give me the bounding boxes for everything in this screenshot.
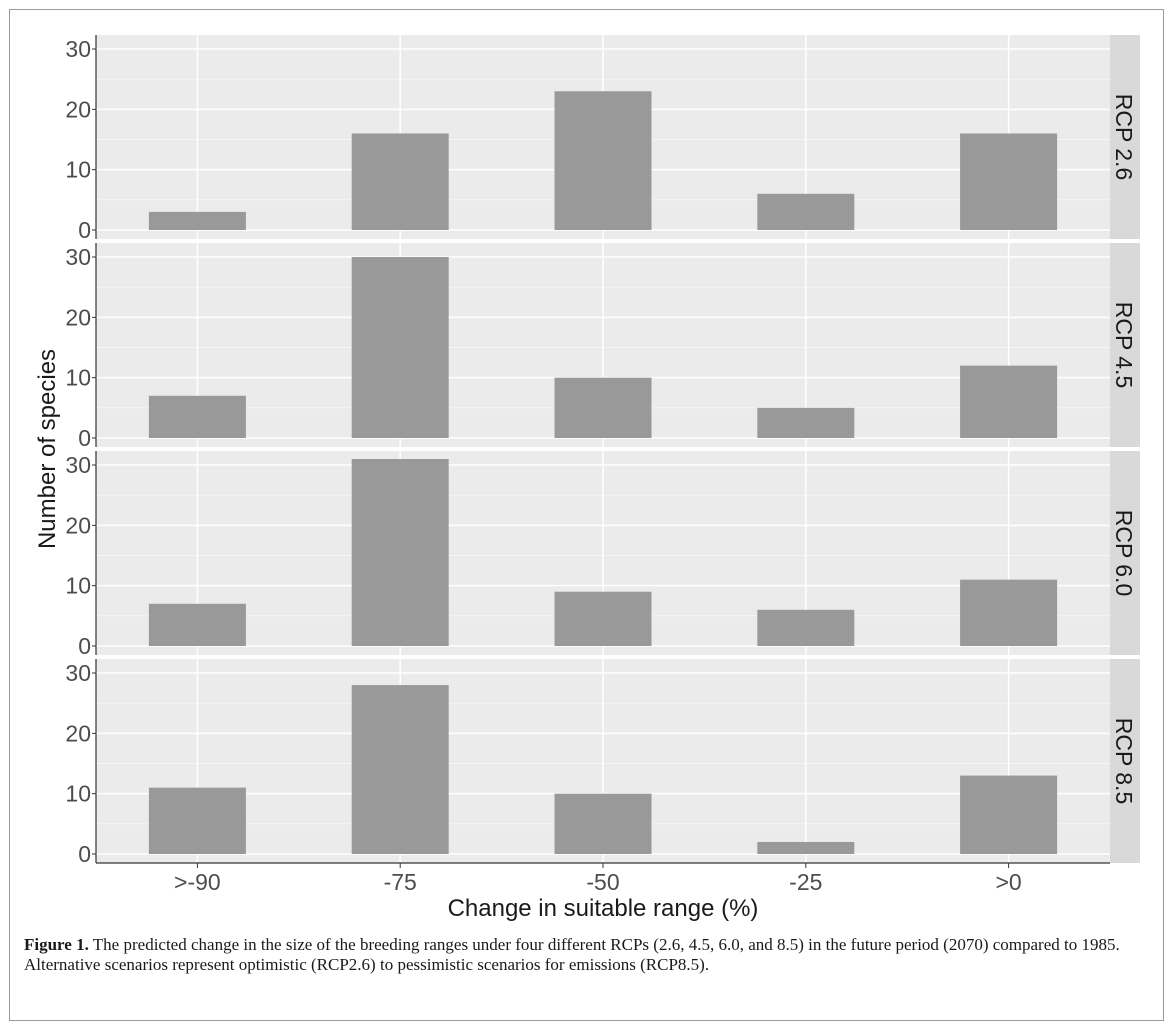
bar xyxy=(351,133,449,230)
bar xyxy=(757,609,855,646)
y-tick-label: 0 xyxy=(78,841,91,867)
y-tick-label: 0 xyxy=(78,633,91,659)
caption-text: The predicted change in the size of the … xyxy=(24,935,1120,974)
figure-frame xyxy=(9,9,1164,1021)
bar xyxy=(148,395,246,438)
facet-label: RCP 4.5 xyxy=(1111,302,1137,389)
bar xyxy=(960,365,1058,438)
bar xyxy=(960,775,1058,854)
facet-strip xyxy=(1110,659,1140,863)
faceted-bar-chart: 0 10 20 30 RCP 2.6 0 10 20 30 RCP 4.5 0 10 20 30 RCP 6… xyxy=(34,35,1140,922)
bar xyxy=(757,841,855,854)
bar xyxy=(960,133,1058,230)
y-tick-label: 30 xyxy=(65,452,91,478)
x-tick-label: >0 xyxy=(995,869,1021,895)
bar xyxy=(554,591,652,646)
bar xyxy=(554,91,652,231)
bar xyxy=(148,603,246,646)
y-tick-label: 30 xyxy=(65,244,91,270)
facet-label: RCP 6.0 xyxy=(1111,510,1137,597)
y-tick-label: 10 xyxy=(65,781,91,807)
facet-strip xyxy=(1110,451,1140,655)
y-tick-label: 0 xyxy=(78,217,91,243)
bar xyxy=(554,377,652,438)
figure-caption: Figure 1. The predicted change in the si… xyxy=(24,935,1134,975)
x-tick-label: -50 xyxy=(586,869,619,895)
facet-strip xyxy=(1110,35,1140,239)
caption-label: Figure 1. xyxy=(24,935,89,954)
x-tick-label: -75 xyxy=(384,869,417,895)
bar xyxy=(148,787,246,854)
bar xyxy=(351,685,449,854)
y-tick-label: 10 xyxy=(65,365,91,391)
facet-strip xyxy=(1110,243,1140,447)
y-tick-label: 20 xyxy=(65,720,91,746)
y-tick-label: 10 xyxy=(65,573,91,599)
y-tick-label: 0 xyxy=(78,425,91,451)
bar xyxy=(757,407,855,438)
x-axis-title: Change in suitable range (%) xyxy=(448,895,759,922)
bar xyxy=(351,459,449,646)
y-tick-label: 30 xyxy=(65,660,91,686)
y-axis-title: Number of species xyxy=(34,349,61,549)
bar xyxy=(757,193,855,230)
facet-label: RCP 2.6 xyxy=(1111,94,1137,181)
facet-label: RCP 8.5 xyxy=(1111,718,1137,805)
y-tick-label: 30 xyxy=(65,36,91,62)
y-tick-label: 20 xyxy=(65,304,91,330)
x-tick-label: >-90 xyxy=(174,869,221,895)
y-tick-label: 20 xyxy=(65,96,91,122)
x-tick-label: -25 xyxy=(789,869,822,895)
bar xyxy=(148,211,246,230)
y-tick-label: 20 xyxy=(65,512,91,538)
y-tick-label: 10 xyxy=(65,157,91,183)
bar xyxy=(351,257,449,438)
bar xyxy=(554,793,652,854)
bar xyxy=(960,579,1058,646)
